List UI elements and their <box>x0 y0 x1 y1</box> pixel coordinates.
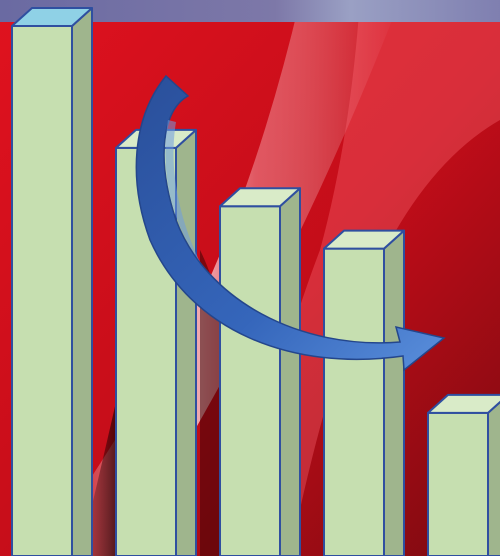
bar-5-side <box>487 400 500 556</box>
curved-down-arrow-icon <box>135 74 446 372</box>
bar-3-side <box>279 187 301 556</box>
bar-5-top <box>427 393 500 414</box>
bar-4-front <box>323 247 385 556</box>
bar-3 <box>219 187 301 556</box>
bar-1-front <box>11 25 73 556</box>
top-band <box>0 0 500 22</box>
bar-1-side <box>71 7 93 556</box>
bar-2-side <box>175 128 197 556</box>
bar-4-top <box>323 229 405 250</box>
arrow-highlight <box>165 120 200 262</box>
bar-4-side <box>383 229 405 556</box>
bar-5 <box>427 393 500 556</box>
bar-3-front <box>219 205 281 556</box>
arrow-layer <box>135 74 446 372</box>
bar-3-top <box>219 187 301 208</box>
bar-5-front <box>427 411 489 556</box>
bar-group <box>11 7 500 556</box>
bar-1-top <box>11 7 93 27</box>
bar-4 <box>323 229 405 556</box>
bar-1 <box>11 7 93 556</box>
